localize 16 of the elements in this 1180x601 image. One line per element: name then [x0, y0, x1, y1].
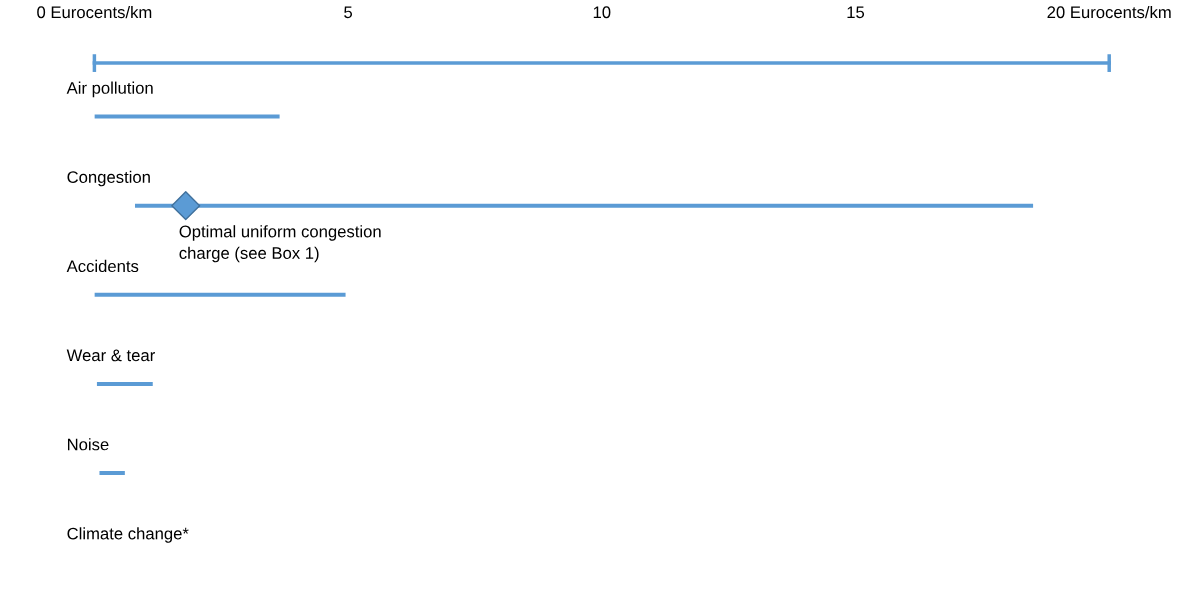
y-tick-label: Wear & tear	[66, 349, 155, 362]
y-tick-label: Air pollution	[66, 81, 153, 98]
bar	[94, 292, 346, 297]
bar	[96, 381, 153, 386]
x-tick-label: 5	[344, 6, 353, 19]
bar	[99, 471, 125, 476]
y-tick-label: Noise	[67, 438, 109, 451]
y-tick-label: Accidents	[66, 259, 139, 273]
x-tick-label: 15	[847, 6, 865, 19]
x-tick-label: 10	[593, 6, 611, 19]
y-tick-label: Congestion	[67, 170, 150, 187]
y-tick-label: Climate change*	[67, 527, 189, 543]
bar	[94, 114, 280, 119]
x-tick-label: 0 Eurocents/km	[37, 5, 152, 19]
x-tick-label: 20 Eurocents/km	[1047, 5, 1171, 19]
annotation: Optimal uniform congestion charge (see Box 1)	[179, 225, 381, 263]
